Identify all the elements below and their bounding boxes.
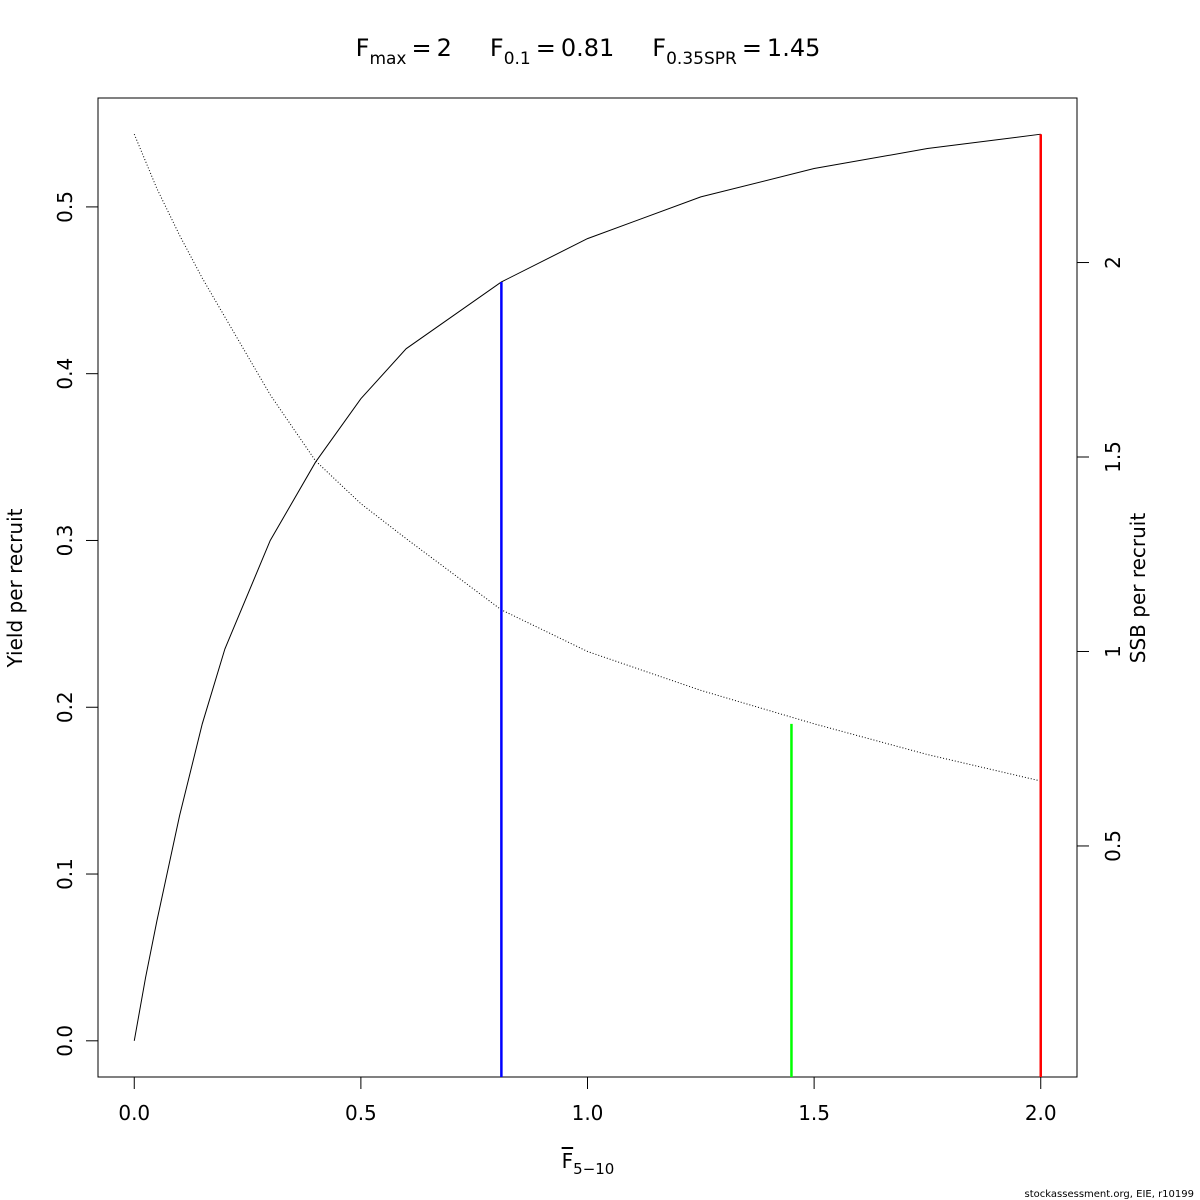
x-tick-label: 1.5 [798,1101,830,1125]
y2-tick-label: 1.5 [1101,441,1125,473]
title-symbol: F [652,34,666,62]
y-tick-label: 0.2 [53,691,77,723]
title-value: 0.81 [561,34,614,62]
x-tick-label: 0.5 [345,1101,377,1125]
footer: stockassessment.org, EIE, r10199 [1025,1189,1194,1200]
y-tick-label: 0.3 [53,525,77,557]
y2-tick-label: 0.5 [1101,830,1125,862]
y-tick-label: 0.0 [53,1025,77,1057]
y-axis-label: Yield per recruit [3,508,27,668]
title-value: 2 [437,34,452,62]
x-tick-label: 1.0 [572,1101,604,1125]
title-value: 1.45 [767,34,820,62]
x-tick-label: 2.0 [1025,1101,1057,1125]
y2-tick-label: 2 [1101,256,1125,269]
line-series [133,133,1041,1041]
line-series [133,133,1041,782]
title-relation: = [536,34,556,62]
title-subscript: 0.1 [504,49,531,69]
x-axis-label: F5−10 [562,1149,615,1178]
title-relation: = [411,34,431,62]
title-symbol: F [356,34,370,62]
title-symbol: F [490,34,504,62]
y-tick-label: 0.5 [53,191,77,223]
title-subscript: max [369,49,406,69]
chart-title: Fmax = 2 F0.1 = 0.81 F0.35SPR = 1.45 [356,34,821,69]
plot-frame [97,97,1078,1078]
x-label-subscript: 5−10 [573,1160,614,1178]
y-tick-label: 0.4 [53,358,77,390]
x-label-symbol: F [562,1149,574,1173]
title-relation: = [742,34,762,62]
y2-tick-label: 1 [1101,645,1125,658]
y2-axis-label: SSB per recruit [1126,513,1150,664]
title-subscript: 0.35SPR [666,49,737,69]
y-tick-label: 0.1 [53,858,77,890]
x-tick-label: 0.0 [118,1101,150,1125]
